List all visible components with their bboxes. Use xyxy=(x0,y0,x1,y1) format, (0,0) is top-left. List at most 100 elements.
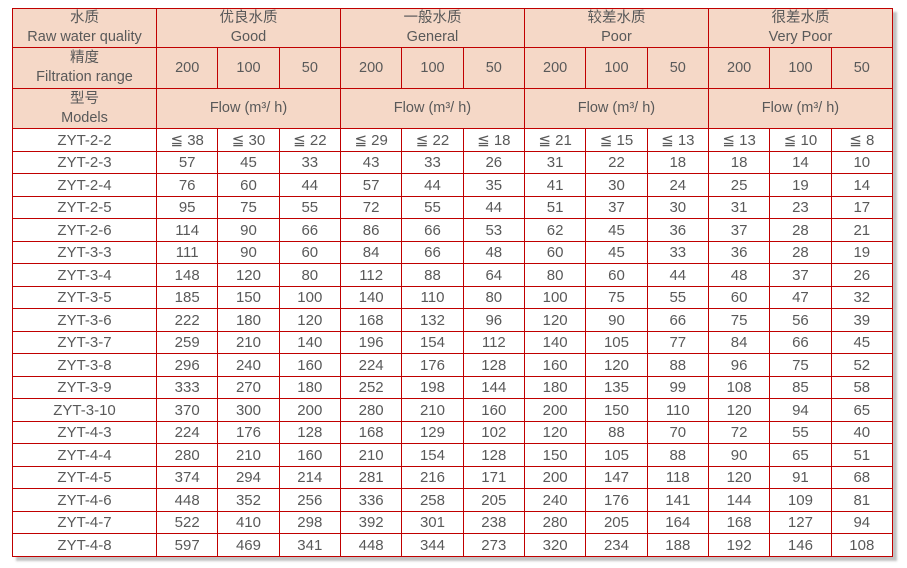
value-cell: 160 xyxy=(523,353,587,377)
value-cell: 200 xyxy=(523,398,587,422)
value-cell: 270 xyxy=(217,375,280,400)
value-cell: 522 xyxy=(155,510,219,535)
value-cell: 205 xyxy=(462,488,525,512)
corner-filtration-range: 精度 Filtration range xyxy=(12,47,157,90)
value-cell: 33 xyxy=(401,150,464,175)
value-cell: 352 xyxy=(217,488,280,512)
value-cell: ≦ 22 xyxy=(401,128,464,152)
value-cell: 410 xyxy=(217,510,280,535)
table-body: ZYT-2-2 ≦ 38 ≦ 30 ≦ 22 ≦ 29 ≦ 22 ≦ 18 ≦ 21 ≦ 15 ≦… xyxy=(12,128,894,557)
value-cell: 60 xyxy=(585,263,648,287)
value-cell: 185 xyxy=(155,285,219,310)
value-cell: 68 xyxy=(830,465,894,490)
value-cell: 128 xyxy=(462,353,525,377)
value-cell: 200 xyxy=(523,465,587,490)
model-cell: ZYT-4-6 xyxy=(12,488,157,512)
value-cell: 95 xyxy=(155,195,219,220)
value-cell: 75 xyxy=(769,353,832,377)
value-cell: 55 xyxy=(646,285,709,310)
value-cell: 180 xyxy=(217,308,280,332)
value-cell: 171 xyxy=(462,465,525,490)
value-cell: 99 xyxy=(646,375,709,400)
value-cell: 40 xyxy=(830,420,894,445)
table-row: ZYT-3-7 259 210 140 196 154 112 140 105 77 84 66 45 xyxy=(12,330,894,355)
model-cell: ZYT-4-4 xyxy=(12,443,157,467)
value-cell: 102 xyxy=(462,420,525,445)
value-cell: 300 xyxy=(217,398,280,422)
group-very-poor-zh: 很差水质 xyxy=(771,10,830,26)
group-general-zh: 一般水质 xyxy=(403,10,462,26)
model-cell: ZYT-2-3 xyxy=(12,150,157,175)
value-cell: 320 xyxy=(523,533,587,557)
value-cell: 81 xyxy=(830,488,894,512)
value-cell: 10 xyxy=(830,150,894,175)
value-cell: 39 xyxy=(830,308,894,332)
value-cell: 448 xyxy=(155,488,219,512)
value-cell: 32 xyxy=(830,285,894,310)
model-cell: ZYT-3-10 xyxy=(12,398,157,422)
value-cell: 88 xyxy=(585,420,648,445)
value-cell: 33 xyxy=(278,150,341,175)
value-cell: ≦ 15 xyxy=(585,128,648,152)
value-cell: 19 xyxy=(830,240,894,265)
value-cell: 80 xyxy=(462,285,525,310)
table-row: ZYT-2-5 95 75 55 72 55 44 51 37 30 31 23 17 xyxy=(12,195,894,220)
value-cell: 23 xyxy=(769,195,832,220)
value-cell: 140 xyxy=(523,330,587,355)
filtration-200: 200 xyxy=(339,47,403,90)
value-cell: ≦ 21 xyxy=(523,128,587,152)
value-cell: 58 xyxy=(830,375,894,400)
group-good-zh: 优良水质 xyxy=(219,10,278,26)
value-cell: ≦ 29 xyxy=(339,128,403,152)
value-cell: 51 xyxy=(523,195,587,220)
value-cell: 210 xyxy=(217,443,280,467)
value-cell: 200 xyxy=(278,398,341,422)
value-cell: 88 xyxy=(401,263,464,287)
value-cell: 176 xyxy=(585,488,648,512)
value-cell: 120 xyxy=(217,263,280,287)
table-row: ZYT-3-9 333 270 180 252 198 144 180 135 99 108 85 58 xyxy=(12,375,894,400)
model-cell: ZYT-3-4 xyxy=(12,263,157,287)
value-cell: 86 xyxy=(339,218,403,242)
table-header: 水质 Raw water quality 优良水质 Good 一般水质 Gene… xyxy=(12,7,894,130)
flow-header-poor: Flow (m³/ h) xyxy=(523,88,709,130)
value-cell: 210 xyxy=(401,398,464,422)
value-cell: 448 xyxy=(339,533,403,557)
value-cell: 37 xyxy=(769,263,832,287)
filtration-50: 50 xyxy=(830,47,894,90)
value-cell: 109 xyxy=(769,488,832,512)
value-cell: 25 xyxy=(707,173,771,197)
group-general-en: General xyxy=(406,29,459,46)
value-cell: 24 xyxy=(646,173,709,197)
flow-spec-table-wrapper: 水质 Raw water quality 优良水质 Good 一般水质 Gene… xyxy=(12,7,894,557)
table-row: ZYT-4-7 522 410 298 392 301 238 280 205 164 168 127… xyxy=(12,510,894,535)
value-cell: 26 xyxy=(830,263,894,287)
value-cell: 21 xyxy=(830,218,894,242)
value-cell: 30 xyxy=(646,195,709,220)
value-cell: 48 xyxy=(707,263,771,287)
model-cell: ZYT-3-3 xyxy=(12,240,157,265)
value-cell: 41 xyxy=(523,173,587,197)
value-cell: 84 xyxy=(339,240,403,265)
value-cell: 176 xyxy=(217,420,280,445)
value-cell: 90 xyxy=(707,443,771,467)
value-cell: 258 xyxy=(401,488,464,512)
value-cell: 96 xyxy=(707,353,771,377)
value-cell: 148 xyxy=(155,263,219,287)
value-cell: 370 xyxy=(155,398,219,422)
value-cell: 296 xyxy=(155,353,219,377)
corner-filtration-zh: 精度 xyxy=(70,50,99,67)
table-row: ZYT-4-8 597 469 341 448 344 273 320 234 188 192 146… xyxy=(12,533,894,557)
value-cell: 150 xyxy=(585,398,648,422)
value-cell: 198 xyxy=(401,375,464,400)
value-cell: 72 xyxy=(707,420,771,445)
value-cell: 14 xyxy=(830,173,894,197)
value-cell: 129 xyxy=(401,420,464,445)
value-cell: 28 xyxy=(769,240,832,265)
value-cell: 112 xyxy=(339,263,403,287)
filtration-200: 200 xyxy=(155,47,219,90)
value-cell: 168 xyxy=(339,420,403,445)
value-cell: 18 xyxy=(646,150,709,175)
value-cell: 66 xyxy=(278,218,341,242)
corner-models-en: Models xyxy=(61,109,108,126)
